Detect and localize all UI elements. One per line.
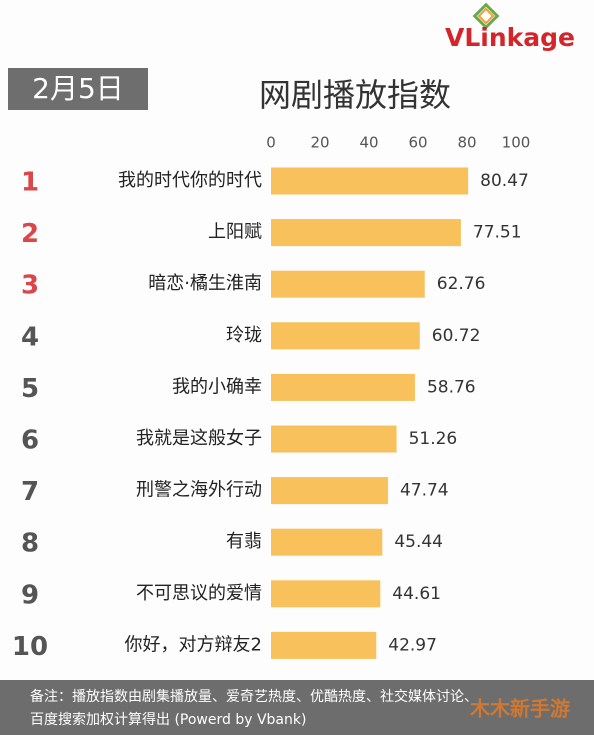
rank-label: 1 — [21, 168, 39, 198]
value-label: 51.26 — [409, 429, 458, 449]
category-label: 玲珑 — [226, 325, 262, 346]
value-label: 58.76 — [427, 377, 476, 397]
category-label: 我的小确幸 — [172, 376, 262, 397]
bar — [271, 322, 420, 350]
rank-label: 3 — [21, 271, 39, 301]
category-label: 我就是这般女子 — [136, 428, 262, 449]
footnote: 备注：播放指数由剧集播放量、爱奇艺热度、优酷热度、社交媒体讨论、 — [30, 688, 478, 705]
category-label: 我的时代你的时代 — [118, 170, 262, 191]
x-tick-label: 0 — [266, 134, 276, 152]
category-label: 暗恋·橘生淮南 — [148, 272, 262, 294]
rank-label: 7 — [21, 477, 39, 507]
x-tick-label: 40 — [359, 134, 378, 152]
logo-icon — [472, 2, 500, 30]
rank-label: 10 — [12, 632, 48, 662]
category-label: 不可思议的爱情 — [136, 583, 262, 604]
rank-label: 6 — [21, 426, 39, 456]
value-label: 60.72 — [432, 326, 481, 346]
bar — [271, 631, 377, 659]
category-label: 有翡 — [226, 531, 262, 552]
category-label: 刑警之海外行动 — [136, 480, 262, 501]
rank-label: 2 — [21, 219, 39, 249]
x-tick-label: 20 — [310, 134, 329, 152]
bar — [271, 528, 383, 556]
watermark: 木木新手游 — [469, 697, 570, 721]
bar — [271, 167, 469, 195]
bar — [271, 270, 425, 298]
footnote: 百度搜索加权计算得出 (Powerd by Vbank) — [30, 711, 306, 728]
value-label: 62.76 — [437, 274, 486, 294]
value-label: 44.61 — [392, 584, 441, 604]
x-tick-label: 60 — [408, 134, 427, 152]
value-label: 47.74 — [400, 481, 449, 501]
rank-label: 4 — [21, 322, 39, 352]
value-label: 80.47 — [480, 171, 529, 191]
category-label: 你好，对方辩友2 — [125, 634, 262, 655]
bar — [271, 425, 397, 453]
category-label: 上阳赋 — [208, 222, 262, 243]
rank-label: 5 — [21, 374, 39, 404]
x-tick-label: 100 — [502, 134, 531, 152]
footer-band — [0, 680, 594, 735]
value-label: 42.97 — [388, 635, 437, 655]
rank-label: 8 — [21, 529, 39, 559]
date-label: 2月5日 — [32, 72, 124, 105]
bar — [271, 373, 415, 401]
value-label: 45.44 — [394, 532, 443, 552]
brand-logo: VLinkage — [445, 23, 575, 52]
value-label: 77.51 — [473, 223, 522, 243]
x-tick-label: 80 — [457, 134, 476, 152]
bar — [271, 219, 461, 247]
bar — [271, 580, 381, 608]
bar — [271, 477, 388, 505]
chart-title: 网剧播放指数 — [259, 76, 451, 114]
rank-label: 9 — [21, 580, 39, 610]
date-box — [8, 68, 148, 110]
